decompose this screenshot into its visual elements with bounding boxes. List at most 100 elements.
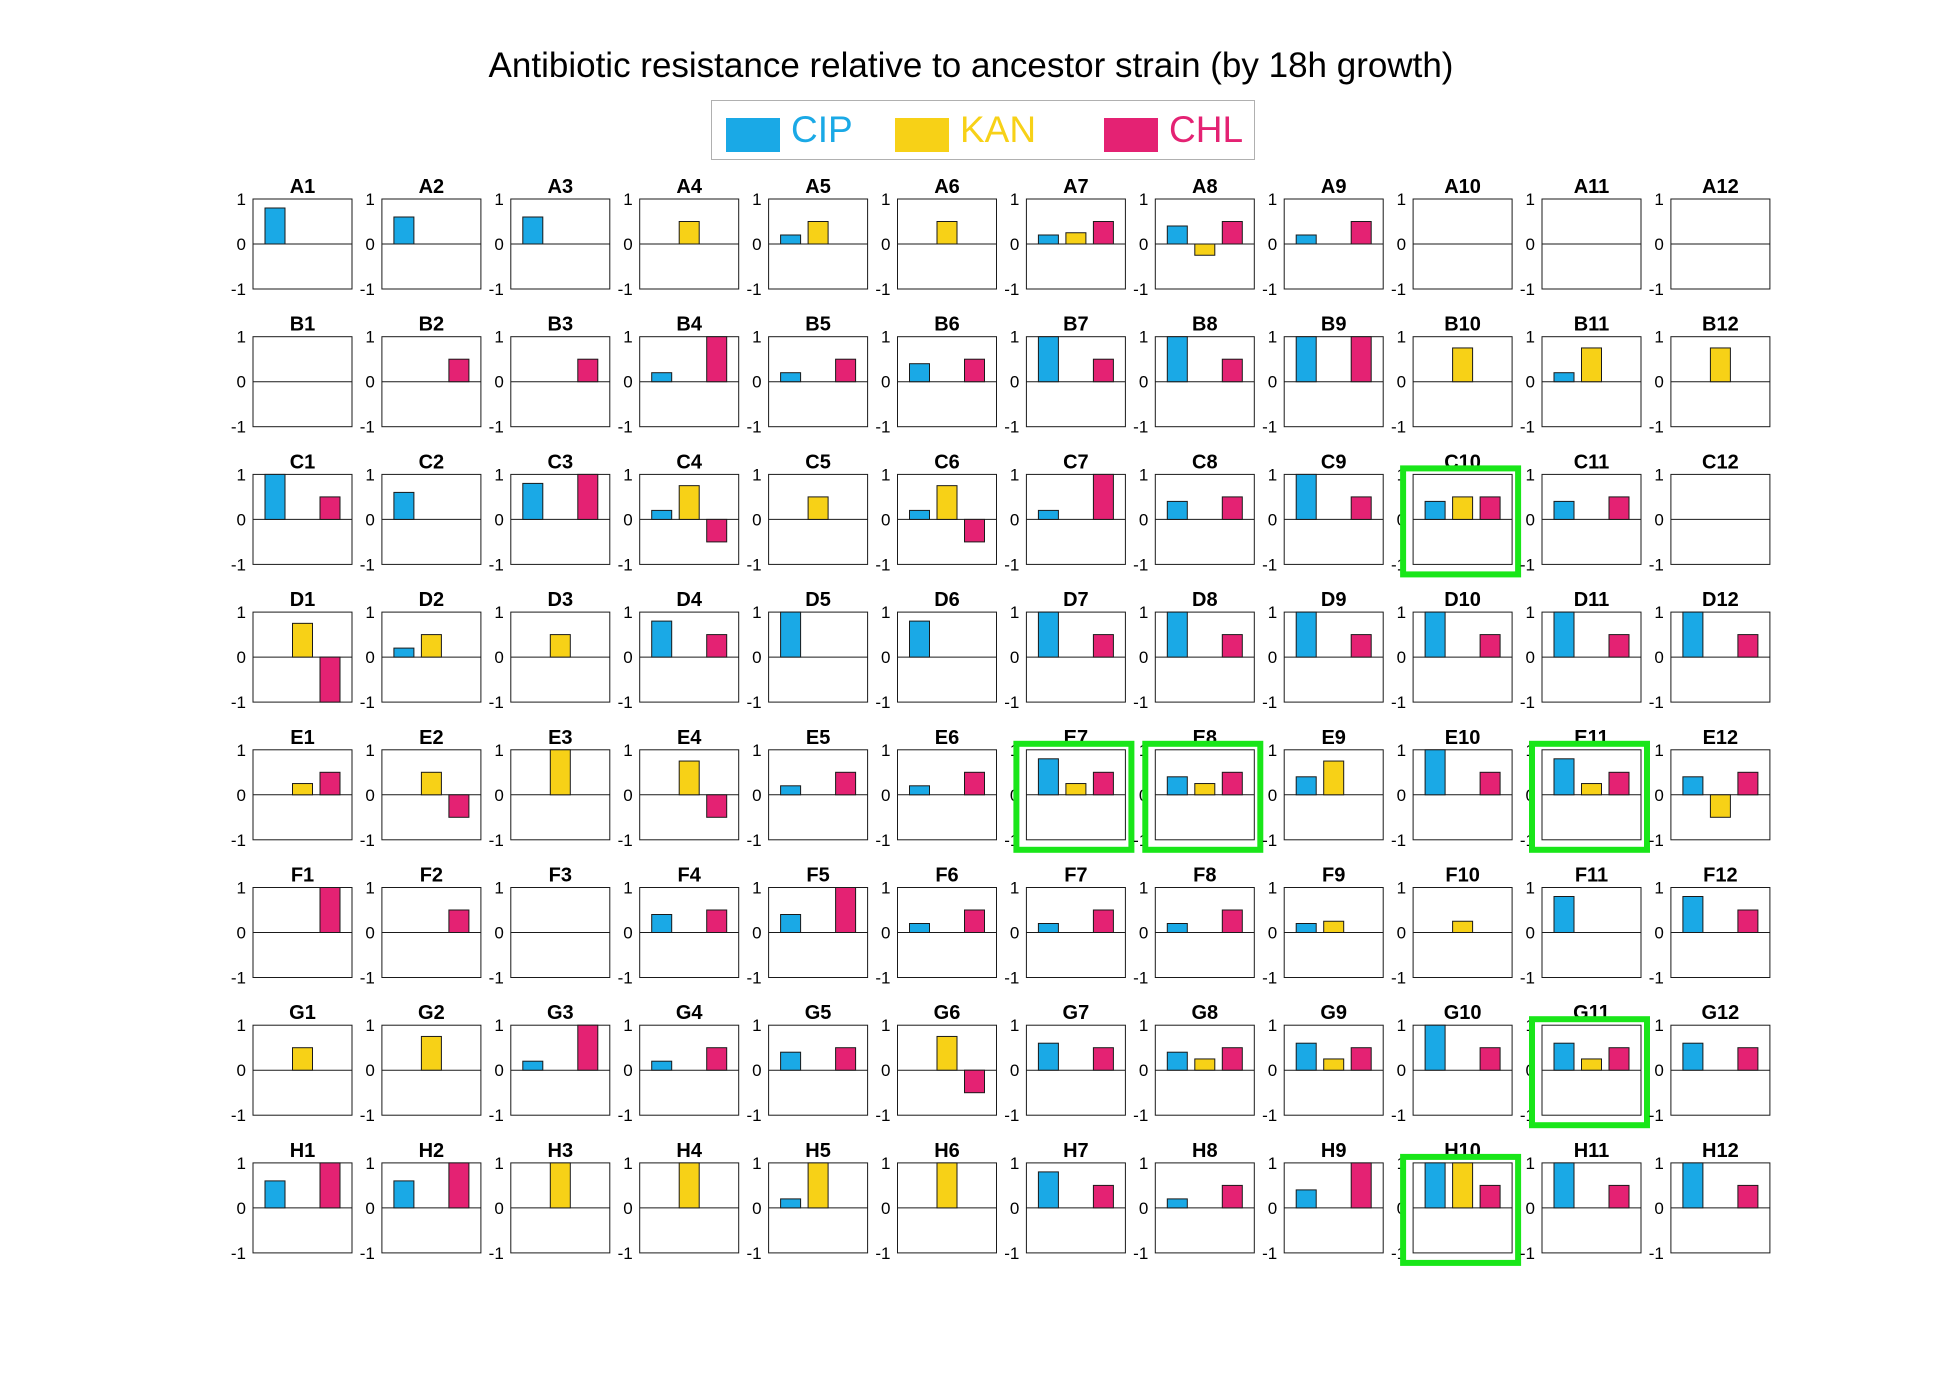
- well-label-d11: D11: [1574, 589, 1610, 611]
- ytick-f12-1: 0: [1654, 924, 1663, 943]
- well-label-b11: B11: [1574, 314, 1610, 336]
- ytick-f2-2: -1: [360, 969, 375, 988]
- bar-a9-chl: [1350, 221, 1372, 245]
- well-label-e9: E9: [1321, 727, 1345, 749]
- ytick-g1-2: -1: [231, 1106, 246, 1125]
- bar-g9-kan: [1323, 1058, 1345, 1071]
- ytick-h12-0: 1: [1654, 1154, 1663, 1173]
- ytick-c5-2: -1: [746, 555, 761, 574]
- well-label-f9: F9: [1322, 865, 1345, 887]
- ytick-c8-2: -1: [1133, 555, 1148, 574]
- bar-h8-cip: [1166, 1198, 1188, 1209]
- bar-c7-cip: [1037, 509, 1059, 520]
- ytick-f5-0: 1: [752, 879, 761, 898]
- bar-e2-chl: [448, 794, 470, 818]
- ytick-g3-0: 1: [494, 1016, 503, 1035]
- ytick-b7-2: -1: [1004, 418, 1019, 437]
- ytick-f7-0: 1: [1010, 879, 1019, 898]
- chart-title: Antibiotic resistance relative to ancest…: [488, 46, 1454, 85]
- ytick-b4-2: -1: [618, 418, 633, 437]
- bar-c8-cip: [1166, 500, 1188, 520]
- bar-d7-chl: [1092, 634, 1114, 658]
- ytick-h6-1: 0: [881, 1199, 890, 1218]
- ytick-d11-0: 1: [1526, 603, 1535, 622]
- ytick-c7-2: -1: [1004, 555, 1019, 574]
- well-label-e10: E10: [1445, 727, 1481, 749]
- bar-d11-chl: [1608, 634, 1630, 658]
- bar-b11-cip: [1553, 372, 1575, 383]
- ytick-h4-1: 0: [623, 1199, 632, 1218]
- ytick-c9-1: 0: [1268, 510, 1277, 529]
- bar-h11-cip: [1553, 1162, 1575, 1209]
- well-label-h3: H3: [548, 1140, 574, 1162]
- ytick-h12-1: 0: [1654, 1199, 1663, 1218]
- ytick-d2-1: 0: [365, 648, 374, 667]
- ytick-b6-0: 1: [881, 328, 890, 347]
- bar-d10-chl: [1479, 634, 1501, 658]
- well-label-f4: F4: [678, 865, 702, 887]
- bar-f2-chl: [448, 909, 470, 933]
- ytick-h8-2: -1: [1133, 1244, 1148, 1263]
- well-label-h1: H1: [290, 1140, 316, 1162]
- ytick-a3-2: -1: [489, 280, 504, 299]
- ytick-g4-2: -1: [618, 1106, 633, 1125]
- bar-h4-kan: [678, 1162, 700, 1209]
- well-label-c12: C12: [1702, 451, 1739, 473]
- well-label-c1: C1: [290, 451, 316, 473]
- well-label-g4: G4: [676, 1002, 704, 1024]
- ytick-b4-1: 0: [623, 373, 632, 392]
- ytick-g10-2: -1: [1391, 1106, 1406, 1125]
- well-label-g12: G12: [1701, 1002, 1739, 1024]
- bar-b7-chl: [1092, 358, 1114, 383]
- well-label-d5: D5: [805, 589, 831, 611]
- ytick-d9-2: -1: [1262, 693, 1277, 712]
- ytick-g2-0: 1: [365, 1016, 374, 1035]
- bar-c4-kan: [678, 485, 700, 520]
- ytick-a8-2: -1: [1133, 280, 1148, 299]
- ytick-g4-1: 0: [623, 1061, 632, 1080]
- bar-c1-chl: [319, 496, 341, 520]
- bar-b4-cip: [651, 372, 673, 383]
- well-label-f3: F3: [549, 865, 572, 887]
- bar-a8-cip: [1166, 225, 1188, 245]
- ytick-b8-0: 1: [1139, 328, 1148, 347]
- bar-h7-chl: [1092, 1184, 1114, 1209]
- ytick-b8-1: 0: [1139, 373, 1148, 392]
- bar-h6-kan: [936, 1162, 958, 1209]
- ytick-f10-1: 0: [1397, 924, 1406, 943]
- well-label-h9: H9: [1321, 1140, 1347, 1162]
- ytick-g10-1: 0: [1397, 1061, 1406, 1080]
- ytick-d10-1: 0: [1397, 648, 1406, 667]
- bar-d6-cip: [909, 620, 930, 658]
- bar-h2-cip: [393, 1180, 415, 1209]
- ytick-d5-1: 0: [752, 648, 761, 667]
- ytick-h3-2: -1: [489, 1244, 504, 1263]
- bar-g4-chl: [706, 1047, 728, 1071]
- ytick-c4-1: 0: [623, 510, 632, 529]
- bar-g11-chl: [1608, 1047, 1630, 1071]
- ytick-g6-1: 0: [881, 1061, 890, 1080]
- bar-g10-cip: [1424, 1024, 1446, 1071]
- ytick-b11-2: -1: [1520, 418, 1535, 437]
- ytick-d1-0: 1: [237, 603, 246, 622]
- bar-h10-cip: [1424, 1162, 1446, 1209]
- ytick-b8-2: -1: [1133, 418, 1148, 437]
- ytick-a11-1: 0: [1526, 235, 1535, 254]
- bar-e5-chl: [835, 771, 857, 796]
- bar-b5-cip: [780, 372, 802, 383]
- highlight-box-e8: [1142, 740, 1264, 853]
- bar-f8-chl: [1221, 909, 1243, 933]
- ytick-d11-1: 0: [1526, 648, 1535, 667]
- ytick-a3-1: 0: [494, 235, 503, 254]
- ytick-g7-2: -1: [1004, 1106, 1019, 1125]
- ytick-e3-1: 0: [494, 786, 503, 805]
- ytick-f4-0: 1: [623, 879, 632, 898]
- ytick-a10-0: 1: [1397, 190, 1406, 209]
- ytick-h12-2: -1: [1649, 1244, 1664, 1263]
- well-label-g7: G7: [1063, 1002, 1090, 1024]
- bar-e12-chl: [1737, 771, 1759, 796]
- ytick-a11-2: -1: [1520, 280, 1535, 299]
- ytick-h6-2: -1: [875, 1244, 890, 1263]
- well-label-a3: A3: [548, 176, 574, 198]
- bar-g2-kan: [420, 1035, 442, 1071]
